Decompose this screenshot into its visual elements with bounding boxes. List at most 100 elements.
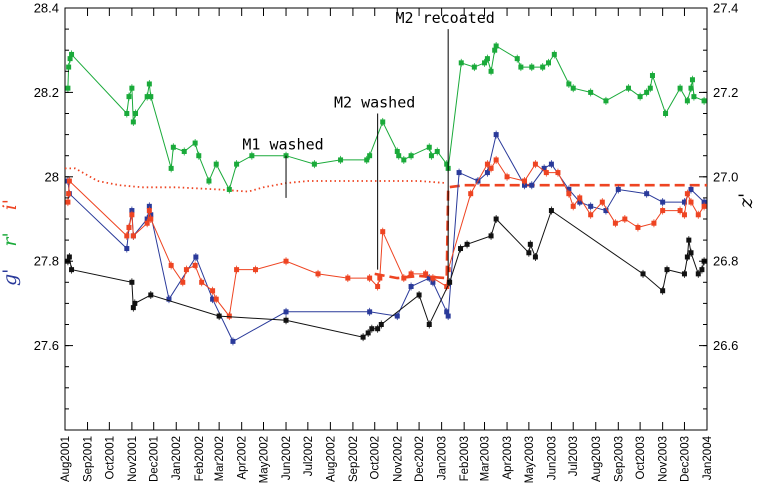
data-point (146, 81, 152, 87)
data-point (566, 81, 572, 87)
data-point (701, 199, 707, 205)
xtick-label: Dec2002 (414, 436, 426, 482)
xtick-label: May2003 (524, 436, 536, 483)
data-point (124, 246, 130, 252)
data-point (375, 326, 381, 332)
data-point (493, 132, 499, 138)
xtick-label: Jul2003 (568, 436, 580, 476)
data-point (529, 182, 535, 188)
data-point (532, 254, 538, 260)
data-point (426, 322, 432, 327)
xtick-label: May2002 (259, 436, 271, 483)
data-point (660, 199, 666, 205)
data-point (345, 275, 351, 281)
data-point (234, 161, 240, 167)
data-point (426, 275, 432, 281)
data-point (566, 186, 572, 192)
data-point (401, 157, 407, 163)
data-point (129, 85, 135, 91)
xtick-label: Sep2001 (83, 436, 95, 482)
data-point (66, 254, 72, 260)
data-point (130, 305, 136, 311)
data-point (65, 85, 71, 91)
data-point (428, 153, 434, 159)
data-point (677, 208, 683, 214)
data-point (532, 161, 538, 167)
data-point (622, 216, 628, 222)
data-point (484, 56, 490, 62)
data-point (644, 89, 650, 95)
data-point (555, 170, 561, 176)
data-point (210, 296, 216, 302)
data-point (681, 271, 687, 277)
data-point (664, 267, 670, 273)
data-point (193, 254, 199, 260)
data-point (688, 85, 694, 91)
ytick-right-label: 27.0 (713, 169, 738, 184)
data-point (612, 220, 618, 226)
data-point (444, 284, 450, 290)
data-point (434, 148, 440, 154)
annotation-label: M2 washed (334, 94, 415, 112)
xtick-label: Aug2002 (325, 436, 337, 482)
annotation-label: M2 recoated (395, 9, 494, 27)
data-point (695, 271, 701, 277)
data-point (377, 275, 383, 281)
xtick-label: Jan2004 (702, 435, 714, 480)
data-point (367, 275, 373, 281)
data-point (464, 241, 470, 247)
data-point (701, 98, 707, 104)
y-axis-label-left-part: g' (0, 269, 21, 286)
data-point (677, 85, 683, 91)
data-point (124, 233, 130, 239)
data-point (168, 262, 174, 268)
ytick-left-label: 28 (45, 169, 59, 184)
data-point (213, 161, 219, 167)
data-point (394, 313, 400, 319)
data-point (701, 203, 707, 209)
data-point (426, 144, 432, 150)
xtick-label: Nov2001 (127, 436, 139, 482)
data-point (230, 338, 236, 344)
xtick-label: Sep2002 (348, 436, 360, 482)
xtick-label: Feb2002 (194, 436, 206, 481)
ytick-right-label: 26.6 (713, 338, 738, 353)
xtick-label: Mar2002 (214, 436, 226, 481)
series-2 (65, 130, 707, 346)
data-point (130, 233, 136, 239)
data-point (283, 309, 289, 315)
data-point (599, 199, 605, 205)
data-point (541, 165, 547, 171)
data-point (126, 224, 132, 230)
data-point (635, 224, 641, 230)
data-point (129, 208, 135, 214)
data-point (688, 186, 694, 192)
data-point (471, 64, 477, 70)
data-point (367, 153, 373, 159)
data-point (226, 313, 232, 319)
data-point (548, 161, 554, 167)
series-1 (65, 41, 707, 194)
data-point (67, 56, 73, 62)
data-point (522, 178, 528, 184)
data-point (526, 250, 532, 256)
data-point (637, 94, 643, 100)
plot-frame (64, 7, 708, 431)
data-point (663, 111, 669, 116)
data-point (365, 330, 371, 336)
data-point (367, 309, 373, 315)
data-point (647, 85, 653, 91)
data-point (651, 220, 657, 226)
data-point (396, 153, 402, 159)
xtick-label: Jun2002 (281, 436, 293, 480)
xtick-label: Jan2002 (171, 436, 183, 480)
data-point (124, 111, 130, 116)
data-point (423, 271, 429, 277)
data-point (129, 212, 135, 218)
data-point (168, 165, 174, 171)
ytick-left-label: 28.2 (34, 85, 59, 100)
data-point (603, 98, 609, 104)
data-point (688, 250, 694, 256)
data-point (504, 174, 510, 180)
data-point (681, 199, 687, 205)
